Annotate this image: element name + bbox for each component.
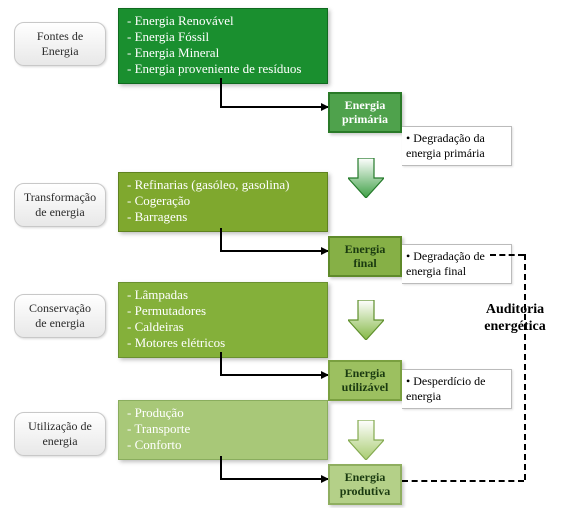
output-box-0: Energia primária [328,92,402,133]
elbow-connector-2 [220,352,328,376]
elbow-connector-3 [220,456,328,480]
note-box-1: Degradação de energia final [402,244,512,284]
note-text: Degradação de energia final [406,249,485,278]
stage-item: Conforto [127,437,319,453]
stage-item: Energia Mineral [127,45,319,61]
stage-item: Lâmpadas [127,287,319,303]
flow-arrow-1 [348,300,384,340]
stage-label-1: Transformação de energia [14,183,106,227]
stage-item: Produção [127,405,319,421]
elbow-connector-1 [220,228,328,252]
stage-item: Barragens [127,209,319,225]
output-box-1: Energia final [328,236,402,277]
elbow-connector-0 [220,78,328,108]
stage-item: Permutadores [127,303,319,319]
stage-content-3: ProduçãoTransporteConforto [118,400,328,460]
flow-arrow-2 [348,420,384,460]
stage-item: Energia proveniente de resíduos [127,61,319,77]
audit-bracket-top [490,254,524,256]
stage-item: Transporte [127,421,319,437]
output-box-2: Energia utilizável [328,360,402,401]
stage-item: Cogeração [127,193,319,209]
flow-arrow-0 [348,158,384,198]
stage-item: Caldeiras [127,319,319,335]
audit-label: Auditoria energética [472,302,558,336]
output-box-3: Energia produtiva [328,464,402,505]
stage-item: Refinarias (gasóleo, gasolina) [127,177,319,193]
stage-item: Energia Fóssil [127,29,319,45]
stage-label-3: Utilização de energia [14,412,106,456]
note-text: Degradação da energia primária [406,131,485,160]
stage-items-1: Refinarias (gasóleo, gasolina)CogeraçãoB… [127,177,319,225]
stage-content-0: Energia RenovávelEnergia FóssilEnergia M… [118,8,328,84]
stage-items-0: Energia RenovávelEnergia FóssilEnergia M… [127,13,319,77]
note-box-0: Degradação da energia primária [402,126,512,166]
stage-content-1: Refinarias (gasóleo, gasolina)CogeraçãoB… [118,172,328,232]
stage-items-2: LâmpadasPermutadoresCaldeirasMotores elé… [127,287,319,351]
note-box-2: Desperdício de energia [402,369,512,409]
note-text: Desperdício de energia [406,374,486,403]
stage-items-3: ProduçãoTransporteConforto [127,405,319,453]
stage-item: Energia Renovável [127,13,319,29]
stage-label-2: Conservação de energia [14,294,106,338]
stage-item: Motores elétricos [127,335,319,351]
stage-label-0: Fontes de Energia [14,22,106,66]
stage-content-2: LâmpadasPermutadoresCaldeirasMotores elé… [118,282,328,358]
audit-bracket-bottom [402,480,524,482]
audit-bracket-vertical [524,254,526,480]
